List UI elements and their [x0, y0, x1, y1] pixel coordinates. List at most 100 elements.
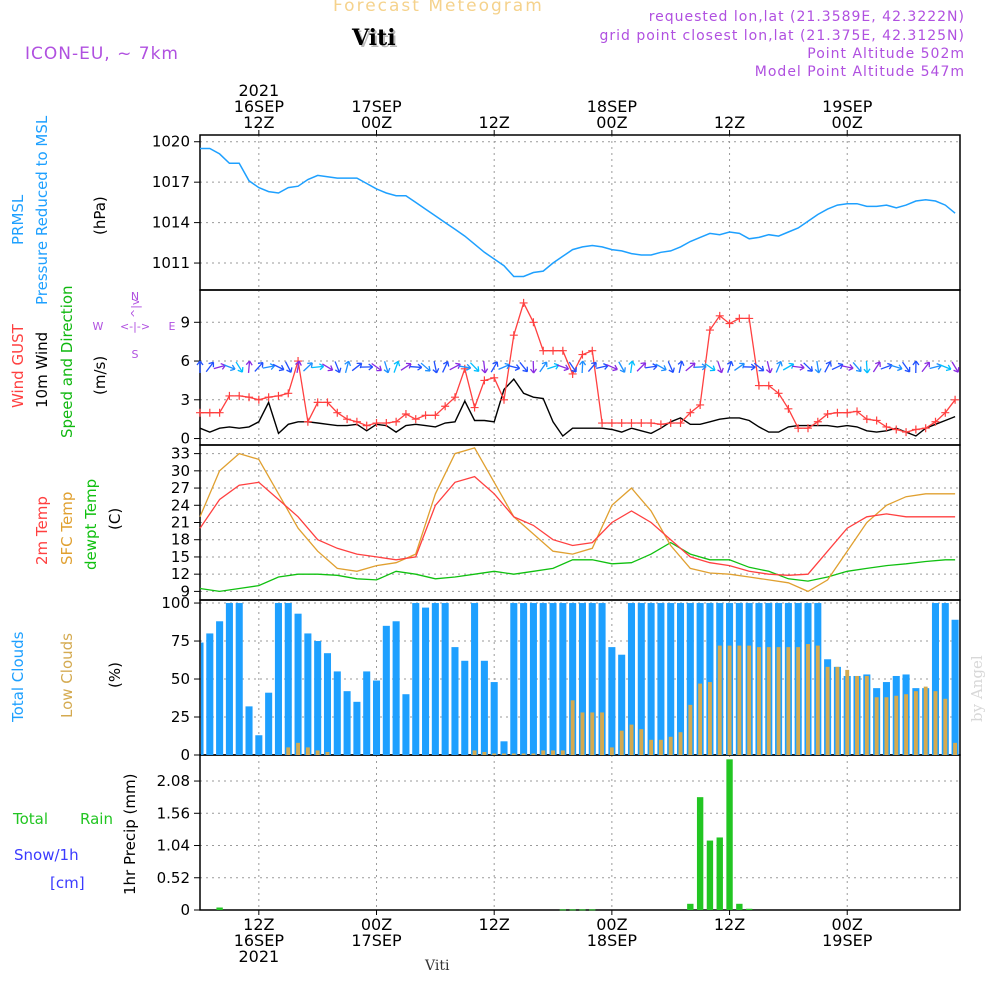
wind-arrow-shaft [205, 361, 214, 373]
total-cloud-bar [931, 603, 940, 755]
gust-marker [862, 415, 871, 424]
wind-arrow-head [307, 362, 313, 368]
total-cloud-bar [500, 741, 508, 755]
wind-arrow-head [677, 360, 685, 366]
low-cloud-bar [649, 739, 654, 755]
wind-direction-arrow [921, 361, 931, 373]
top-time-label: 18SEP [587, 97, 638, 116]
low-cloud-bar [766, 647, 771, 755]
wind-direction-arrow [519, 361, 529, 373]
precip-ytick-label: 0 [180, 901, 190, 919]
wind-arrow-shaft [667, 361, 674, 373]
low-cloud-bar [482, 751, 487, 755]
low-cloud-bar [776, 647, 781, 755]
wind-arrow-head [897, 364, 903, 372]
wind-direction-arrow [951, 361, 960, 373]
wind-direction-arrow [618, 361, 626, 373]
top-time-label: 12Z [714, 113, 745, 132]
total-cloud-bar [598, 603, 606, 755]
wind-arrow-shaft [272, 363, 285, 371]
total-cloud-bar [363, 671, 371, 755]
wind-arrow-shaft [420, 362, 431, 372]
low-cloud-bar [953, 742, 958, 755]
wind-arrow-shaft [618, 361, 626, 373]
wind-arrow-head [758, 365, 765, 372]
wind-arrow-head [286, 367, 293, 373]
wind-direction-arrow [469, 362, 480, 372]
top-time-label: 16SEP [234, 97, 285, 116]
total-cloud-bar [490, 682, 498, 755]
low-cloud-bar [590, 712, 595, 755]
total-cloud-bar [333, 671, 341, 755]
temperature-ytick-label: 15 [171, 548, 190, 566]
wind-direction-arrow [303, 362, 313, 372]
rain-bar [706, 840, 714, 910]
wind-arrow-shaft [655, 363, 667, 371]
wind-unit: (m/s) [91, 356, 109, 395]
wind-arrow-shaft [519, 361, 528, 373]
low-cloud-bar [570, 700, 575, 755]
wind-arrow-head [230, 364, 236, 372]
wind-direction-arrow [803, 362, 813, 372]
wind-arrow-head [208, 361, 215, 368]
wind-arrow-head [356, 362, 363, 369]
low-cloud-bar [521, 753, 526, 755]
bottom-time-label: 12Z [479, 915, 510, 934]
gust-marker [813, 417, 822, 426]
total-cloud-bar [706, 603, 714, 755]
wind-arrow-shaft [351, 362, 363, 372]
gust-marker [588, 346, 597, 355]
wind-direction-arrow [636, 362, 647, 372]
wind-direction-arrow [775, 360, 783, 373]
wind-direction-arrow [596, 363, 609, 370]
t2m-line [199, 475, 956, 576]
wind-direction-arrow [726, 360, 734, 373]
wind-10m-label: 10m Wind [33, 332, 51, 408]
gust-marker [549, 346, 558, 355]
total-cloud-bar [618, 654, 626, 755]
gust-marker [774, 389, 783, 398]
wind-direction-arrow [556, 364, 570, 372]
gust-marker [313, 398, 322, 407]
gust-marker [480, 376, 489, 385]
wind-arrow-shaft [852, 362, 862, 372]
gust-marker [372, 419, 381, 428]
wind-arrow-head [612, 364, 618, 372]
total-label: Total [12, 810, 48, 828]
total-cloud-bar [206, 633, 214, 755]
temperature-ytick-label: 27 [171, 479, 190, 497]
wind-arrow-shaft [213, 364, 226, 370]
wind-direction-arrow [852, 362, 862, 373]
total-cloud-bar [225, 603, 233, 755]
wind-arrow-head [661, 365, 667, 372]
compass-w: W [93, 320, 104, 333]
wind-direction-arrow [334, 361, 342, 374]
wind-direction-arrow [458, 363, 472, 371]
wind-direction-arrow [254, 361, 264, 372]
wind-direction-arrow [262, 363, 276, 370]
low-cloud-bar [874, 697, 879, 755]
wind-arrow-shaft [498, 364, 510, 370]
wind-direction-arrow [393, 360, 401, 373]
t2m-label: 2m Temp [33, 496, 51, 565]
gust-marker [303, 417, 312, 426]
wind-arrow-head [368, 363, 374, 371]
low-cloud-bar [825, 666, 830, 755]
rain-bar [216, 907, 223, 910]
wind-arrow-head [640, 362, 647, 368]
low-cloud-bar [492, 753, 497, 755]
wind-arrow-shaft [636, 362, 646, 372]
wind-direction-arrow [685, 362, 696, 372]
low-cloud-bar [707, 682, 712, 755]
wind-direction-arrow [753, 362, 765, 372]
low-cloud-bar [551, 750, 555, 755]
wind-arrow-head [383, 367, 391, 374]
dewpt-line [199, 541, 956, 593]
wind-gust-label: Wind GUST [9, 323, 27, 408]
wind-arrow-shaft [469, 362, 480, 372]
gust-marker [196, 408, 204, 417]
low-cloud-bar [502, 753, 506, 755]
total-cloud-bar [667, 603, 675, 755]
wind-direction-arrow [831, 362, 844, 371]
